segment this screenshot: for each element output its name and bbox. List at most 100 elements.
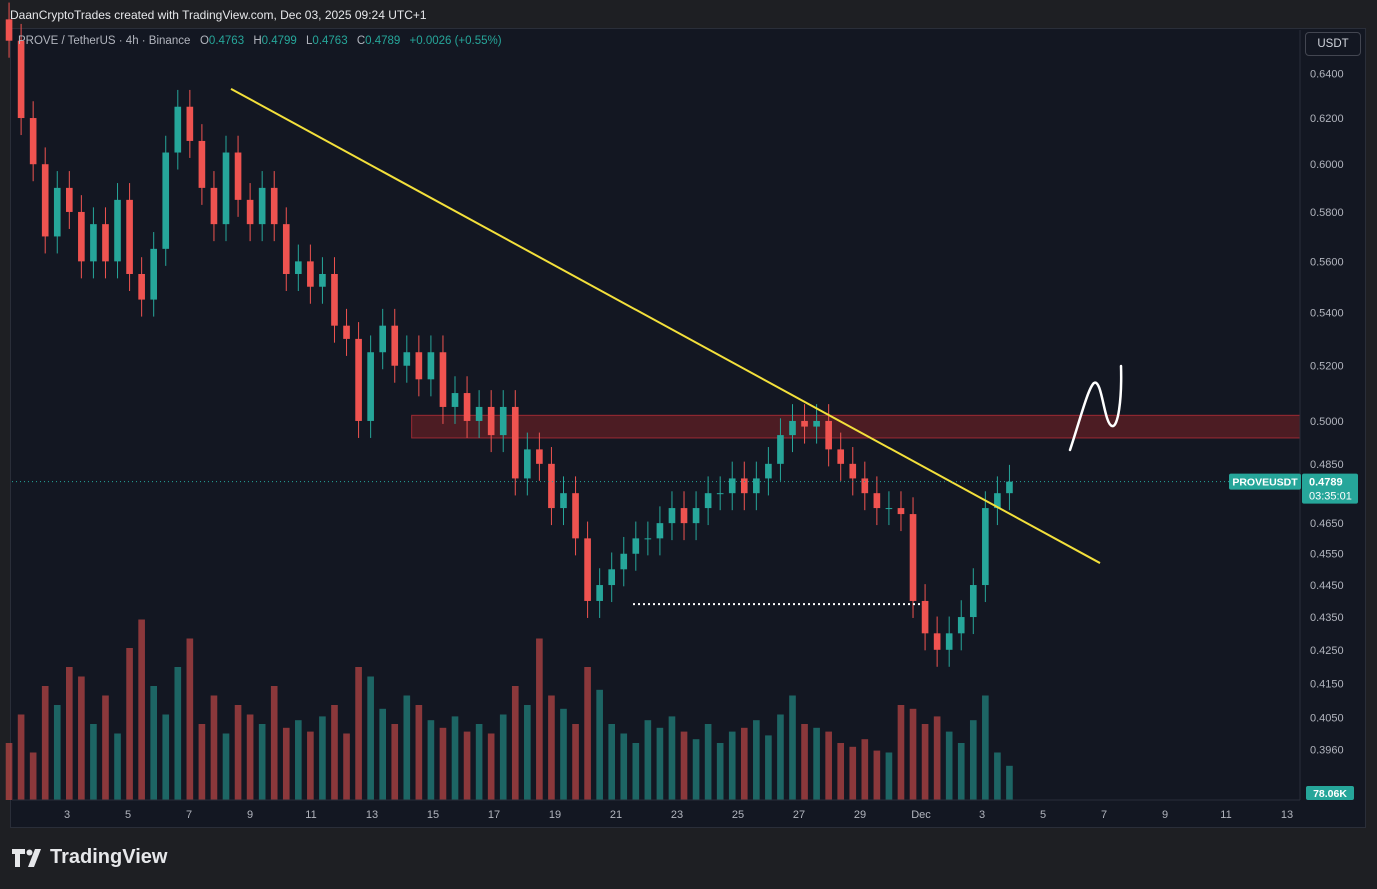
candle — [162, 135, 170, 266]
candle — [258, 171, 266, 242]
volume-bar — [126, 648, 133, 800]
candle — [536, 432, 543, 481]
candle-body — [487, 406, 495, 436]
volume-bar — [692, 739, 700, 800]
candle-body — [620, 553, 628, 570]
candle — [463, 376, 471, 438]
volume-bar — [379, 708, 387, 800]
candle — [282, 207, 290, 291]
candle-body — [584, 538, 591, 601]
candle — [692, 491, 700, 541]
price-tick-label: 0.4350 — [1310, 612, 1344, 624]
candle-body — [439, 352, 447, 407]
candle-body — [789, 420, 796, 436]
candle-body — [126, 199, 133, 274]
volume-bar — [403, 695, 411, 800]
volume-bar — [909, 708, 917, 800]
candle-body — [933, 633, 941, 650]
price-tag-text: 0.4789 — [1309, 477, 1343, 489]
volume-bar — [475, 724, 483, 800]
candle — [114, 183, 121, 279]
volume-bar — [656, 727, 664, 800]
volume-bar — [1006, 765, 1013, 800]
volume-bar — [982, 695, 989, 800]
candle — [391, 308, 399, 383]
candle — [728, 461, 736, 511]
candle — [560, 476, 567, 526]
candle — [620, 536, 628, 587]
volume-bar — [740, 727, 748, 800]
volume-bar — [17, 714, 25, 800]
volume-bar — [210, 695, 218, 800]
volume-bar — [849, 746, 857, 800]
volume-bar — [487, 733, 495, 800]
candle-body — [403, 352, 411, 366]
symbol-label[interactable]: PROVE / TetherUS · 4h · Binance — [18, 35, 191, 47]
candle — [307, 244, 314, 304]
price-axis: 0.6400 0.6200 0.6000 0.5800 0.5600 0.5400 0.52… — [1299, 30, 1344, 800]
candle-body — [17, 40, 25, 119]
candle — [789, 404, 796, 453]
price-tag-bg — [1302, 473, 1358, 504]
candle-body — [921, 600, 929, 634]
price-tick-label: 0.4650 — [1310, 518, 1344, 530]
candle — [668, 491, 676, 541]
trendline — [230, 87, 1101, 564]
candle-body — [162, 152, 170, 249]
low-label: L — [306, 35, 313, 47]
candle-body — [270, 187, 278, 225]
last-price-tag: 0.4789 03:35:01 — [1302, 473, 1358, 504]
candle — [704, 476, 712, 526]
tradingview-logo[interactable]: TradingView — [12, 846, 167, 869]
candle — [379, 308, 387, 370]
candle-body — [415, 352, 423, 380]
axis-labels: PROVEUSDT 0.4789 03:35:01 78.06K — [1229, 473, 1358, 800]
candle-body — [102, 224, 109, 262]
candle-body — [150, 248, 158, 300]
volume-bar — [499, 714, 507, 800]
candle — [487, 390, 495, 453]
volume-bar — [282, 727, 290, 800]
candle — [475, 390, 483, 438]
price-tick-label: 0.6400 — [1310, 68, 1344, 80]
candle-body — [849, 463, 857, 479]
candle-body — [463, 393, 471, 421]
candle — [524, 432, 531, 496]
candle-body — [909, 514, 917, 601]
candle — [427, 335, 435, 397]
candle — [186, 89, 194, 158]
candle-body — [174, 106, 182, 153]
candle-body — [740, 478, 748, 494]
close-value: 0.4789 — [365, 35, 401, 47]
currency-button[interactable]: USDT — [1305, 32, 1361, 56]
candle-body — [331, 273, 338, 326]
candle — [319, 257, 326, 304]
candle — [548, 447, 555, 526]
volume-bar — [246, 714, 254, 800]
time-tick-label: 19 — [549, 809, 561, 821]
volume-bar — [945, 731, 953, 800]
candle-body — [5, 19, 13, 41]
candle-body — [524, 449, 531, 479]
volume-bar — [548, 695, 555, 800]
candle — [403, 335, 411, 383]
hand-drawn-projection — [1068, 364, 1123, 452]
tradingview-logo-icon — [12, 848, 41, 867]
price-tick-label: 0.4150 — [1310, 678, 1344, 690]
candle — [740, 461, 748, 511]
volume-bar — [680, 731, 688, 800]
candle-body — [825, 420, 832, 450]
time-tick-label: 13 — [1281, 809, 1293, 821]
candle-body — [90, 224, 97, 262]
time-tick-label: Dec — [911, 809, 931, 821]
time-tick-label: 25 — [732, 809, 744, 821]
open-label: O — [199, 35, 209, 47]
volume-bar — [439, 727, 447, 800]
candle-body — [246, 199, 254, 225]
candle — [572, 476, 579, 556]
volume-bar — [644, 720, 652, 800]
time-tick-label: 23 — [671, 809, 683, 821]
annotation-lines — [12, 87, 1300, 606]
volume-bar — [969, 720, 977, 800]
